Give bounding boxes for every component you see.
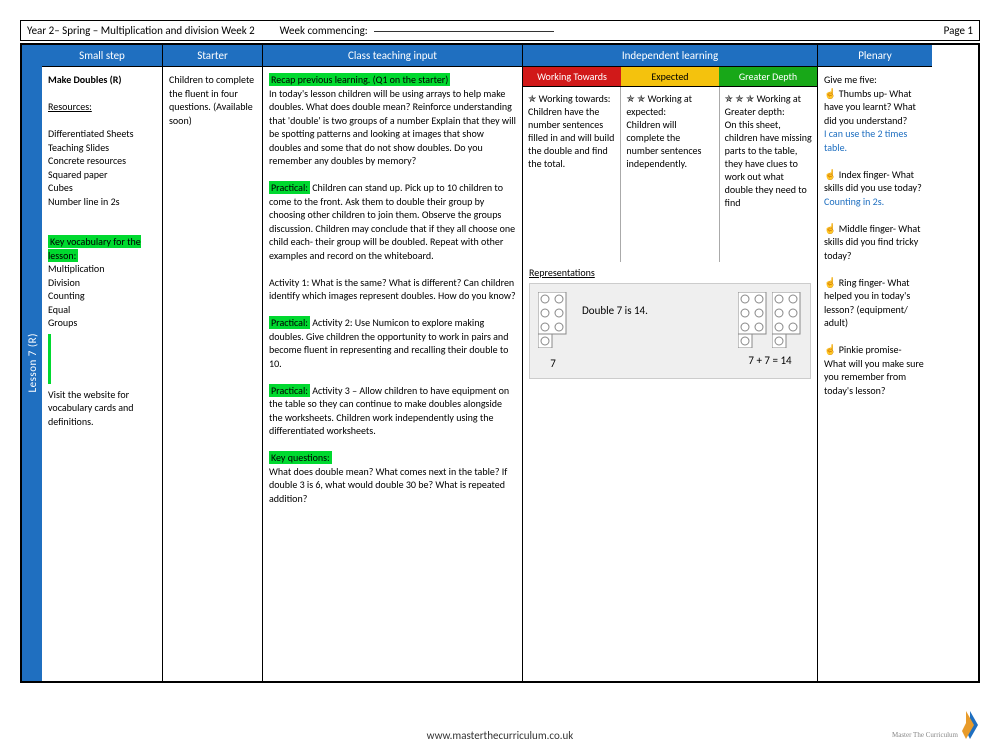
- footer-url: www.masterthecurriculum.co.uk: [0, 729, 1000, 742]
- week-commencing-blank: [374, 31, 554, 32]
- page-number: Page 1: [944, 24, 973, 37]
- col-plenary: Plenary Give me five: ☝ Thumbs up- What …: [817, 45, 932, 681]
- col-small-step: Small step Make Doubles (R) Resources: D…: [42, 45, 162, 681]
- resources-list: Differentiated Sheets Teaching Slides Co…: [48, 127, 156, 208]
- plen-p1b: I can use the 2 times table.: [824, 127, 926, 154]
- page-header: Year 2– Spring – Multiplication and divi…: [20, 20, 980, 41]
- plen-intro: Give me five:: [824, 73, 926, 87]
- course-title: Year 2– Spring – Multiplication and divi…: [27, 24, 255, 37]
- lesson-sidebar: Lesson 7 (R): [22, 45, 42, 681]
- plen-p4: ☝ Ring finger- What helped you in today'…: [824, 276, 926, 330]
- hdr-starter: Starter: [163, 45, 262, 67]
- numicon-7: 7: [538, 292, 568, 370]
- hdr-teaching: Class teaching input: [263, 45, 522, 67]
- practical-hl-3: Practical:: [269, 384, 310, 397]
- starter-text: Children to complete the fluent in four …: [163, 67, 262, 681]
- col-starter: Starter Children to complete the fluent …: [162, 45, 262, 681]
- representations-label: Representations: [523, 262, 817, 283]
- plen-p2b: Counting in 2s.: [824, 195, 926, 209]
- plen-p2: ☝ Index finger- What skills did you use …: [824, 168, 926, 195]
- gd-text: ✯ ✯ ✯ Working at Greater depth: On this …: [719, 87, 817, 262]
- numicon-7-pair: 7 + 7 = 14: [738, 292, 802, 367]
- representations-box: 7 Double 7 is 14.: [529, 283, 811, 379]
- visit-text: Visit the website for vocabulary cards a…: [48, 388, 156, 429]
- brand-logo: Master The Curriculum: [892, 709, 982, 744]
- small-step-title: Make Doubles (R): [48, 73, 156, 87]
- difficulty-descriptions: ✯ Working towards: Children have the num…: [523, 87, 817, 262]
- band-expected: Expected: [621, 67, 719, 86]
- practical-hl-2: Practical:: [269, 316, 310, 329]
- lesson-label: Lesson 7 (R): [26, 333, 39, 392]
- teach-p1: In today's lesson children will be using…: [269, 87, 516, 168]
- recap-hl: Recap previous learning. (Q1 on the star…: [269, 73, 450, 86]
- plen-p5: ☝ Pinkie promise- What will you make sur…: [824, 343, 926, 397]
- vocab-list: Multiplication Division Counting Equal G…: [48, 262, 156, 330]
- svg-text:Master The Curriculum: Master The Curriculum: [892, 731, 959, 739]
- difficulty-bands: Working Towards Expected Greater Depth: [523, 67, 817, 87]
- week-commencing-label: Week commencing:: [280, 24, 368, 37]
- col-teaching: Class teaching input Recap previous lear…: [262, 45, 522, 681]
- col-independent: Independent learning Working Towards Exp…: [522, 45, 817, 681]
- rep-text: Double 7 is 14.: [582, 292, 724, 317]
- practical-hl-1: Practical:: [269, 181, 310, 194]
- rep-right-eq: 7 + 7 = 14: [738, 354, 802, 367]
- vocab-label: Key vocabulary for the lesson:: [48, 235, 141, 262]
- teach-p3: Activity 1: What is the same? What is di…: [269, 276, 516, 303]
- rep-left-num: 7: [538, 357, 568, 370]
- key-questions-hl: Key questions:: [269, 451, 332, 464]
- plen-p1: ☝ Thumbs up- What have you learnt? What …: [824, 87, 926, 128]
- wt-text: ✯ Working towards: Children have the num…: [523, 87, 620, 262]
- teach-p6: What does double mean? What comes next i…: [269, 465, 516, 506]
- hdr-plenary: Plenary: [818, 45, 932, 67]
- band-working-towards: Working Towards: [523, 67, 621, 86]
- resources-label: Resources:: [48, 100, 156, 114]
- lesson-plan-table: Lesson 7 (R) Small step Make Doubles (R)…: [20, 43, 980, 683]
- green-bar: [48, 334, 156, 384]
- band-greater-depth: Greater Depth: [719, 67, 817, 86]
- hdr-small-step: Small step: [42, 45, 162, 67]
- ex-text: ✯ ✯ Working at expected: Children will c…: [620, 87, 718, 262]
- plen-p3: ☝ Middle finger- What skills did you fin…: [824, 222, 926, 263]
- hdr-independent: Independent learning: [523, 45, 817, 67]
